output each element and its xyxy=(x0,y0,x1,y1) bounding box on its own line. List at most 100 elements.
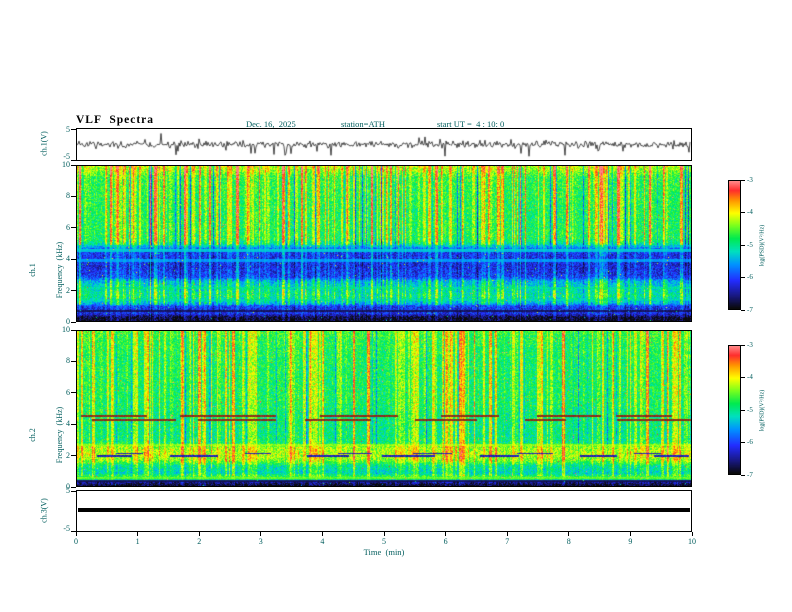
colorbar-tick-mark xyxy=(741,244,745,246)
freq-tick-mark xyxy=(71,360,76,362)
ch2-frequency-axis-label: ch.2 Frequency (kHz) xyxy=(10,390,82,480)
x-tick-mark xyxy=(445,532,447,536)
start-ut-label: start UT = 4 : 10: 0 xyxy=(437,119,505,129)
freq-tick-mark xyxy=(71,227,76,229)
x-tick-label: 1 xyxy=(135,537,140,546)
ch3-volt-tick-label: 5 xyxy=(66,486,70,495)
freq-tick-mark xyxy=(71,164,76,166)
x-tick-label: 5 xyxy=(382,537,386,546)
date-label: Dec. 16, 2025 xyxy=(246,119,296,129)
ch1-frequency-units-label: Frequency (kHz) xyxy=(55,241,64,299)
ch1-waveform-canvas xyxy=(77,129,691,160)
colorbar-tick-label: -4 xyxy=(747,373,753,381)
colorbar-tick-mark xyxy=(741,344,745,346)
colorbar-2-canvas xyxy=(729,346,740,474)
freq-tick-label: 4 xyxy=(66,254,70,264)
freq-tick-mark xyxy=(71,321,76,323)
freq-tick-label: 10 xyxy=(62,325,70,334)
ch3-volt-tick-mark xyxy=(71,530,76,532)
freq-tick-label: 4 xyxy=(66,419,70,429)
x-tick-mark xyxy=(260,532,262,536)
colorbar-1-canvas xyxy=(729,181,740,309)
ch3-volt-tick-mark xyxy=(71,490,76,492)
x-tick-mark xyxy=(383,532,385,536)
ch3-volt-tick-label: -5 xyxy=(63,524,70,533)
x-tick-mark xyxy=(691,532,693,536)
colorbar-tick-label: -6 xyxy=(747,273,753,281)
x-tick-label: 2 xyxy=(197,537,202,546)
colorbar-tick-label: -3 xyxy=(747,340,753,349)
colorbar-tick-label: -7 xyxy=(747,305,753,314)
colorbar-tick-mark xyxy=(741,474,745,476)
figure-title: VLF Spectra xyxy=(76,114,155,126)
ch1-voltage-axis-label: ch.1(V) xyxy=(39,131,49,156)
colorbar-tick-mark xyxy=(741,442,745,443)
freq-tick-label: 10 xyxy=(62,160,70,169)
ch2-spectrogram-panel xyxy=(76,330,692,487)
ch3-flat-signal-line xyxy=(78,508,690,512)
freq-tick-label: 0 xyxy=(66,317,70,326)
freq-tick-label: 6 xyxy=(66,222,70,232)
freq-tick-mark xyxy=(71,423,76,425)
x-tick-mark xyxy=(321,532,323,536)
freq-tick-label: 8 xyxy=(66,191,70,201)
ch2-spectrogram-canvas xyxy=(77,331,691,486)
time-axis-label: Time (min) xyxy=(363,547,405,557)
ch3-waveform-panel xyxy=(76,490,692,532)
colorbar-tick-label: -4 xyxy=(747,208,753,216)
x-tick-label: 4 xyxy=(320,537,325,546)
colorbar-tick-mark xyxy=(741,409,745,411)
freq-tick-mark xyxy=(71,455,76,457)
ch3-voltage-axis-label: ch.3(V) xyxy=(39,498,49,523)
freq-tick-label: 8 xyxy=(66,356,70,366)
freq-tick-mark xyxy=(71,486,76,488)
x-tick-mark xyxy=(75,532,77,536)
x-tick-label: 3 xyxy=(258,537,263,546)
freq-tick-label: 2 xyxy=(66,450,70,460)
x-tick-label: 6 xyxy=(443,537,448,546)
colorbar-tick-label: -7 xyxy=(747,470,753,479)
x-tick-mark xyxy=(629,532,631,536)
colorbar-tick-mark xyxy=(741,277,745,278)
ch1-spectrogram-panel xyxy=(76,165,692,322)
x-tick-label: 10 xyxy=(688,537,696,546)
freq-tick-mark xyxy=(71,195,76,197)
colorbar-tick-label: -5 xyxy=(747,240,753,249)
freq-tick-label: 6 xyxy=(66,387,70,397)
colorbar-tick-label: -6 xyxy=(747,438,753,446)
ch2-channel-label: ch.2 xyxy=(28,428,37,442)
wf-volt-tick-mark xyxy=(71,160,76,161)
wf-volt-tick-label: -5 xyxy=(63,152,70,161)
ch1-waveform-panel xyxy=(76,128,692,161)
x-tick-mark xyxy=(568,532,570,536)
colorbar-1 xyxy=(728,180,741,310)
freq-tick-mark xyxy=(71,329,76,331)
x-tick-label: 7 xyxy=(505,537,510,546)
ch1-frequency-axis-label: ch.1 Frequency (kHz) xyxy=(10,225,82,315)
freq-tick-mark xyxy=(71,290,76,292)
x-tick-mark xyxy=(137,532,139,536)
freq-tick-mark xyxy=(71,258,76,260)
ch2-frequency-units-label: Frequency (kHz) xyxy=(55,406,64,464)
x-tick-mark xyxy=(198,532,200,536)
freq-tick-mark xyxy=(71,392,76,394)
colorbar-tick-mark xyxy=(741,309,745,311)
freq-tick-label: 2 xyxy=(66,285,70,295)
colorbar-tick-label: -5 xyxy=(747,405,753,414)
colorbar-tick-mark xyxy=(741,377,745,378)
wf-volt-tick-label: 5 xyxy=(66,124,70,134)
colorbar-tick-mark xyxy=(741,212,745,213)
x-tick-label: 8 xyxy=(566,537,571,546)
x-tick-label: 9 xyxy=(628,537,633,546)
station-label: station=ATH xyxy=(341,119,385,129)
colorbar-2 xyxy=(728,345,741,475)
ch1-spectrogram-canvas xyxy=(77,166,691,321)
x-tick-label: 0 xyxy=(74,537,78,546)
x-tick-mark xyxy=(506,532,508,536)
colorbar-tick-label: -3 xyxy=(747,175,753,184)
ch1-channel-label: ch.1 xyxy=(28,263,37,277)
colorbar-tick-mark xyxy=(741,179,745,181)
wf-volt-tick-mark xyxy=(71,128,76,130)
freq-tick-label: 0 xyxy=(66,482,70,491)
